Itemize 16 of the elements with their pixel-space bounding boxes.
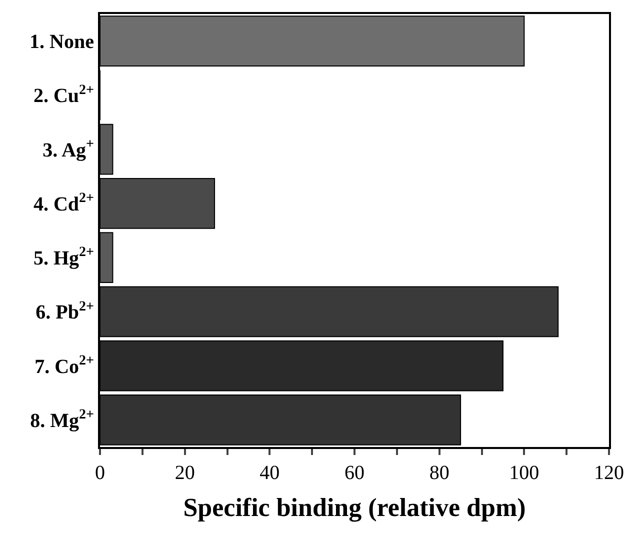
x-tick-label: 0 [95,462,105,484]
x-tick-label: 120 [594,462,624,484]
y-tick-label: 1. None [30,31,94,54]
y-tick-label: 4. Cd$^{2+}$ [33,191,94,216]
y-tick-label: 3. Ag$^{+}$ [42,136,94,162]
x-tick-label: 60 [344,462,364,484]
x-tick-label: 80 [429,462,450,484]
y-tick-label: 8. Mg$^{2+}$ [30,408,94,432]
x-axis-title: Specific binding (relative dpm) [183,493,526,522]
x-tick-label: 100 [509,462,540,484]
y-tick-label: 7. Co$^{2+}$ [34,353,94,378]
x-tick-label: 20 [174,462,195,484]
y-tick-label: 5. Hg$^{2+}$ [33,245,94,270]
y-tick-label: 6. Pb$^{2+}$ [36,299,94,324]
y-tick-label: 2. Cu$^{2+}$ [33,82,94,108]
x-tick-label: 40 [260,462,280,484]
